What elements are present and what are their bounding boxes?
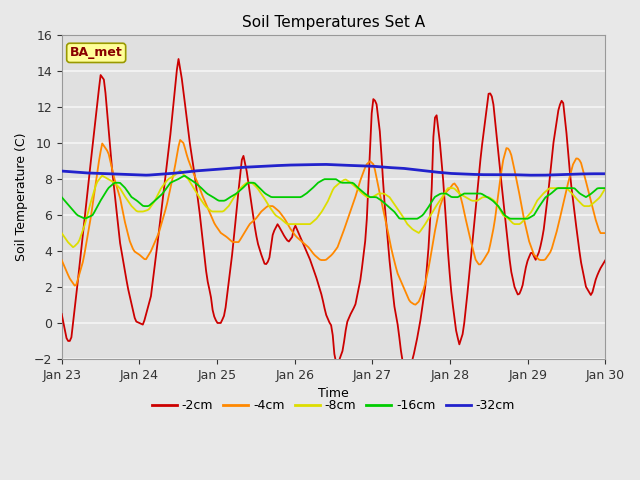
Legend: -2cm, -4cm, -8cm, -16cm, -32cm: -2cm, -4cm, -8cm, -16cm, -32cm	[147, 395, 520, 418]
Y-axis label: Soil Temperature (C): Soil Temperature (C)	[15, 133, 28, 262]
Text: BA_met: BA_met	[70, 47, 122, 60]
X-axis label: Time: Time	[318, 387, 349, 400]
Title: Soil Temperatures Set A: Soil Temperatures Set A	[242, 15, 425, 30]
